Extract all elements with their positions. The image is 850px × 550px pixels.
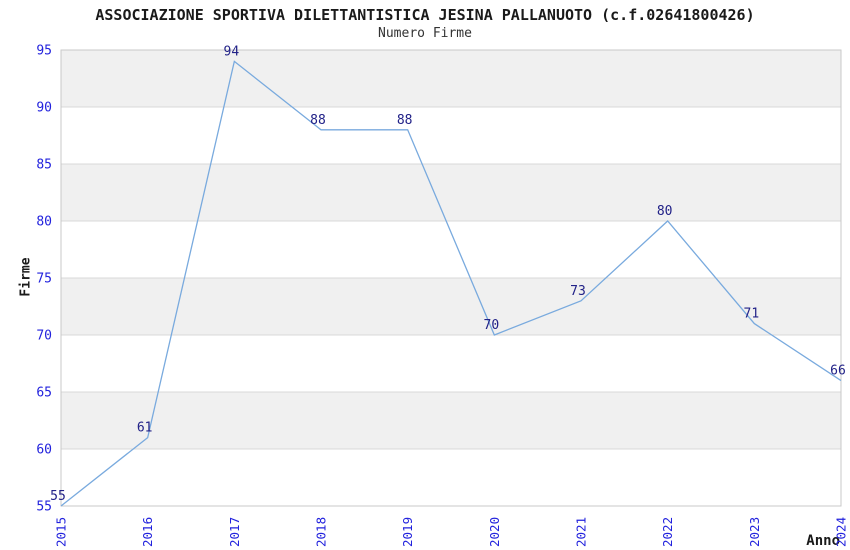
y-tick-label: 75: [36, 272, 52, 287]
x-tick-label: 2018: [314, 517, 329, 547]
y-tick-label: 95: [36, 44, 52, 59]
x-tick-label: 2024: [834, 517, 849, 547]
x-tick-label: 2016: [140, 517, 155, 547]
value-label: 88: [310, 113, 326, 128]
y-tick-label: 90: [36, 101, 52, 116]
grid-band: [61, 50, 841, 107]
value-label: 88: [397, 113, 413, 128]
value-label: 80: [657, 204, 673, 219]
y-tick-label: 65: [36, 386, 52, 401]
plot-border: [60, 49, 842, 507]
chart-title: ASSOCIAZIONE SPORTIVA DILETTANTISTICA JE…: [95, 6, 755, 24]
value-label: 71: [744, 307, 760, 322]
y-tick-label: 85: [36, 158, 52, 173]
value-label: 55: [50, 489, 66, 504]
grid-band: [61, 278, 841, 335]
y-tick-label: 55: [36, 500, 52, 515]
x-tick-label: 2019: [400, 517, 415, 547]
x-tick-label: 2020: [487, 517, 502, 547]
x-axis-label: Anno: [806, 533, 840, 549]
value-label: 70: [484, 318, 500, 333]
series-line: [60, 60, 842, 507]
value-label: 61: [137, 421, 153, 436]
value-label: 66: [830, 364, 846, 379]
grid-band: [61, 164, 841, 221]
x-tick-label: 2015: [54, 517, 69, 547]
x-tick-label: 2021: [574, 517, 589, 547]
value-label: 73: [570, 284, 586, 299]
y-tick-label: 60: [36, 443, 52, 458]
x-tick-label: 2017: [227, 517, 242, 547]
value-label: 94: [224, 44, 240, 59]
y-tick-label: 80: [36, 215, 52, 230]
grid-band: [61, 392, 841, 449]
y-tick-label: 70: [36, 329, 52, 344]
chart-subtitle: Numero Firme: [378, 26, 472, 41]
x-tick-label: 2022: [660, 517, 675, 547]
x-tick-label: 2023: [747, 517, 762, 547]
